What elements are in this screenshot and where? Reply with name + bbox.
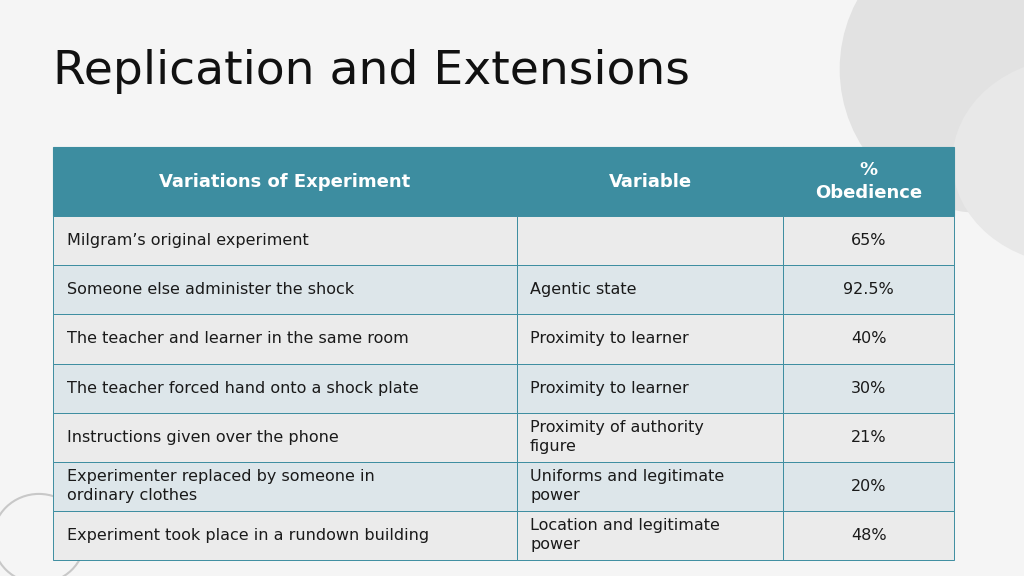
Text: Milgram’s original experiment: Milgram’s original experiment (67, 233, 308, 248)
Text: Experimenter replaced by someone in
ordinary clothes: Experimenter replaced by someone in ordi… (67, 469, 375, 503)
Text: Location and legitimate
power: Location and legitimate power (530, 518, 720, 552)
Text: Agentic state: Agentic state (530, 282, 637, 297)
Text: 92.5%: 92.5% (843, 282, 894, 297)
Text: %
Obedience: % Obedience (815, 161, 923, 202)
Text: Uniforms and legitimate
power: Uniforms and legitimate power (530, 469, 724, 503)
Text: Someone else administer the shock: Someone else administer the shock (67, 282, 353, 297)
Text: The teacher and learner in the same room: The teacher and learner in the same room (67, 331, 409, 347)
Text: Proximity of authority
figure: Proximity of authority figure (530, 420, 703, 454)
Text: Proximity to learner: Proximity to learner (530, 331, 689, 347)
Text: Proximity to learner: Proximity to learner (530, 381, 689, 396)
Text: Variable: Variable (608, 173, 691, 191)
Text: Instructions given over the phone: Instructions given over the phone (67, 430, 338, 445)
Text: 48%: 48% (851, 528, 887, 543)
Text: Variations of Experiment: Variations of Experiment (160, 173, 411, 191)
Text: The teacher forced hand onto a shock plate: The teacher forced hand onto a shock pla… (67, 381, 419, 396)
Text: 65%: 65% (851, 233, 887, 248)
Text: Experiment took place in a rundown building: Experiment took place in a rundown build… (67, 528, 429, 543)
Text: 30%: 30% (851, 381, 887, 396)
Text: 40%: 40% (851, 331, 887, 347)
Text: 21%: 21% (851, 430, 887, 445)
Text: 20%: 20% (851, 479, 887, 494)
Text: Replication and Extensions: Replication and Extensions (53, 49, 690, 94)
